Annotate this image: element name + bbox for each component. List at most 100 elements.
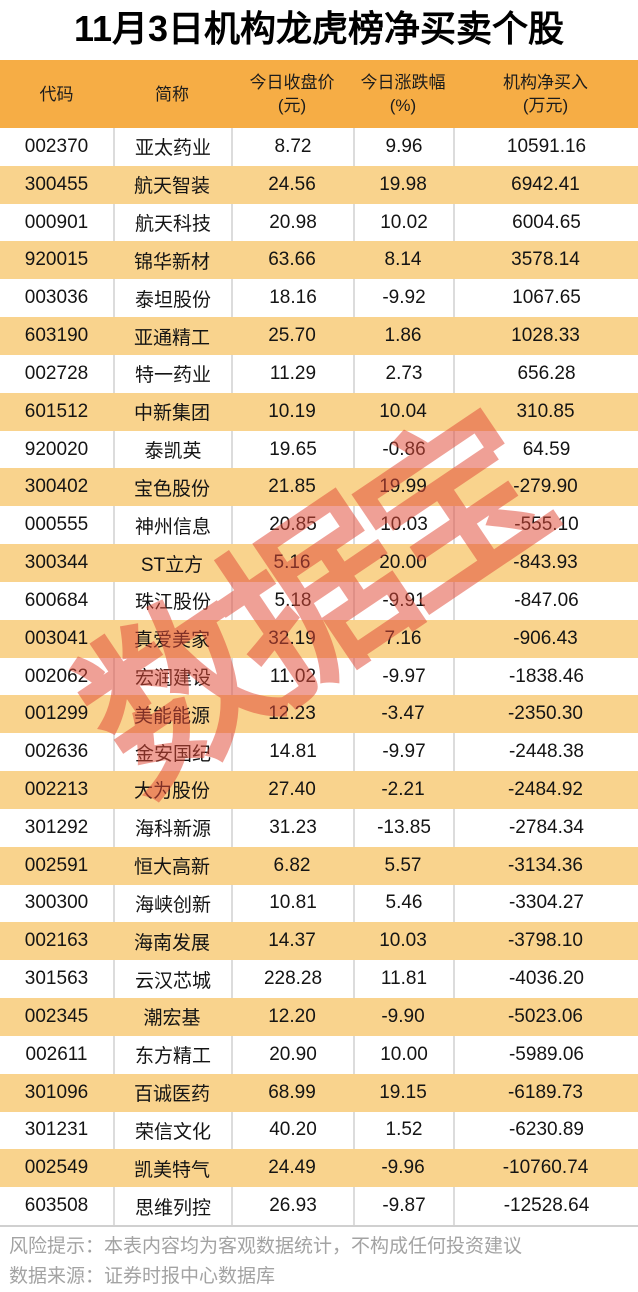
close-price: 19.65 [231, 430, 353, 469]
column-header: 今日涨跌幅 (%) [360, 73, 446, 115]
table-body: 002370 亚太药业 8.72 9.96 10591.16 300455 航天智装 24.5… [0, 128, 638, 1228]
stock-name: 潮宏基 [143, 1008, 201, 1030]
stock-name: 海峡创新 [113, 884, 231, 923]
net-buy: -2350.30 [507, 703, 583, 725]
stock-code: 002370 [24, 135, 89, 157]
net-buy: -3304.27 [453, 884, 638, 923]
change-pct: -9.90 [381, 1005, 425, 1027]
close-price: 5.18 [231, 581, 353, 620]
close-price: 24.56 [268, 173, 316, 195]
close-price: 20.90 [231, 1035, 353, 1074]
stock-name: 亚太药业 [113, 128, 231, 166]
change-pct: -3.47 [381, 703, 425, 725]
change-pct: -9.96 [381, 1157, 425, 1179]
stock-code: 603508 [24, 1195, 89, 1217]
stock-name: 恒大高新 [133, 857, 210, 879]
stock-name: 珠江股份 [113, 581, 231, 620]
net-buy: -906.43 [513, 627, 578, 649]
close-price: 24.49 [268, 1157, 316, 1179]
table-row: 920015 锦华新材 63.66 8.14 3578.14 [0, 241, 638, 280]
stock-code: 300300 [24, 892, 89, 914]
stock-code: 002345 [24, 1005, 89, 1027]
table-row: 002213 大为股份 27.40 -2.21 -2484.92 [0, 771, 638, 809]
close-price: 27.40 [268, 778, 316, 800]
table-row: 001299 美能能源 12.23 -3.47 -2350.30 [0, 695, 638, 734]
stock-code: 300344 [24, 552, 89, 574]
change-pct: -0.86 [353, 430, 453, 469]
table-row: 002345 潮宏基 12.20 -9.90 -5023.06 [0, 998, 638, 1036]
stock-code: 002591 [24, 854, 89, 876]
stock-code: 002062 [24, 665, 89, 687]
net-buy: 10591.16 [453, 128, 638, 166]
stock-code: 000555 [24, 514, 89, 536]
net-buy: 64.59 [453, 430, 638, 469]
net-buy: -4036.20 [453, 960, 638, 999]
close-price: 10.81 [231, 884, 353, 923]
net-buy: 310.85 [516, 400, 575, 422]
net-buy: -279.90 [513, 476, 578, 498]
change-pct: 19.99 [379, 476, 427, 498]
stock-code: 002549 [24, 1157, 89, 1179]
stock-table: 代码 简称 今日收盘价 (元) 今日涨跌幅 (%) 机构净买入 (万元) 002370 亚太药业… [0, 60, 638, 1228]
net-buy: -1838.46 [453, 657, 638, 696]
stock-code: 603190 [24, 325, 89, 347]
change-pct: -2.21 [381, 778, 425, 800]
stock-code: 000901 [24, 211, 89, 233]
stock-name: 大为股份 [133, 781, 210, 803]
table-row: 002062 宏润建设 11.02 -9.97 -1838.46 [0, 657, 638, 696]
stock-code: 002213 [24, 778, 89, 800]
stock-name: 海南发展 [133, 932, 210, 954]
stock-name: 泰凯英 [113, 430, 231, 469]
close-price: 20.85 [231, 506, 353, 545]
stock-code: 002728 [24, 362, 89, 384]
stock-code: 301563 [24, 968, 89, 990]
net-buy: -843.93 [513, 552, 578, 574]
stock-name: 海科新源 [113, 808, 231, 847]
change-pct: 11.81 [353, 960, 453, 999]
table-row: 600684 珠江股份 5.18 -9.91 -847.06 [0, 581, 638, 620]
stock-code: 600684 [24, 589, 89, 611]
table-row: 300344 ST立方 5.16 20.00 -843.93 [0, 544, 638, 582]
stock-code: 301231 [24, 1119, 89, 1141]
table-row: 301096 百诚医药 68.99 19.15 -6189.73 [0, 1073, 638, 1112]
close-price: 26.93 [231, 1187, 353, 1226]
close-price: 63.66 [268, 249, 316, 271]
stock-name: 神州信息 [113, 506, 231, 545]
close-price: 18.16 [231, 279, 353, 318]
table-row: 003036 泰坦股份 18.16 -9.92 1067.65 [0, 279, 638, 318]
table-header: 代码 简称 今日收盘价 (元) 今日涨跌幅 (%) 机构净买入 (万元) [0, 60, 638, 128]
close-price: 228.28 [231, 960, 353, 999]
net-buy: -2448.38 [453, 733, 638, 772]
net-buy: 656.28 [453, 354, 638, 393]
table-row: 601512 中新集团 10.19 10.04 310.85 [0, 392, 638, 431]
stock-code: 003041 [24, 627, 89, 649]
change-pct: 10.03 [353, 506, 453, 545]
change-pct: 10.02 [353, 203, 453, 242]
stock-code: 002611 [25, 1043, 88, 1065]
column-header: 今日收盘价 (元) [249, 73, 335, 115]
table-row: 002636 金安国纪 14.81 -9.97 -2448.38 [0, 733, 638, 772]
table-row: 300402 宝色股份 21.85 19.99 -279.90 [0, 468, 638, 507]
stock-code: 300402 [24, 476, 89, 498]
net-buy: 6942.41 [511, 173, 580, 195]
stock-code: 003036 [24, 287, 89, 309]
stock-code: 002636 [24, 741, 89, 763]
close-price: 40.20 [231, 1111, 353, 1150]
change-pct: 10.04 [379, 400, 427, 422]
table-row: 000555 神州信息 20.85 10.03 -555.10 [0, 506, 638, 545]
change-pct: -9.97 [353, 657, 453, 696]
stock-code: 301292 [24, 816, 89, 838]
stock-name: 美能能源 [133, 705, 210, 727]
close-price: 12.20 [268, 1005, 316, 1027]
close-price: 11.02 [231, 657, 353, 696]
table-row: 000901 航天科技 20.98 10.02 6004.65 [0, 203, 638, 242]
table-row: 002728 特一药业 11.29 2.73 656.28 [0, 354, 638, 393]
column-header: 简称 [155, 84, 189, 104]
stock-code: 300455 [24, 173, 89, 195]
column-header: 代码 [39, 84, 74, 104]
stock-name: 金安国纪 [113, 733, 231, 772]
stock-name: 宝色股份 [133, 478, 210, 500]
table-row: 301231 荣信文化 40.20 1.52 -6230.89 [0, 1111, 638, 1150]
change-pct: 10.03 [379, 930, 427, 952]
close-price: 10.19 [268, 400, 316, 422]
